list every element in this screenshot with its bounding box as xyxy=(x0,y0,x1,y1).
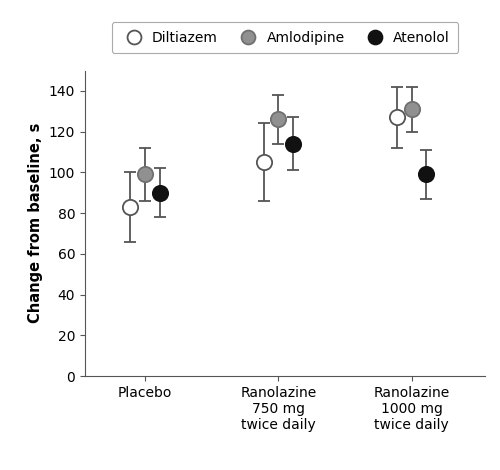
Y-axis label: Change from baseline, s: Change from baseline, s xyxy=(28,123,44,323)
Legend: Diltiazem, Amlodipine, Atenolol: Diltiazem, Amlodipine, Atenolol xyxy=(112,23,459,53)
